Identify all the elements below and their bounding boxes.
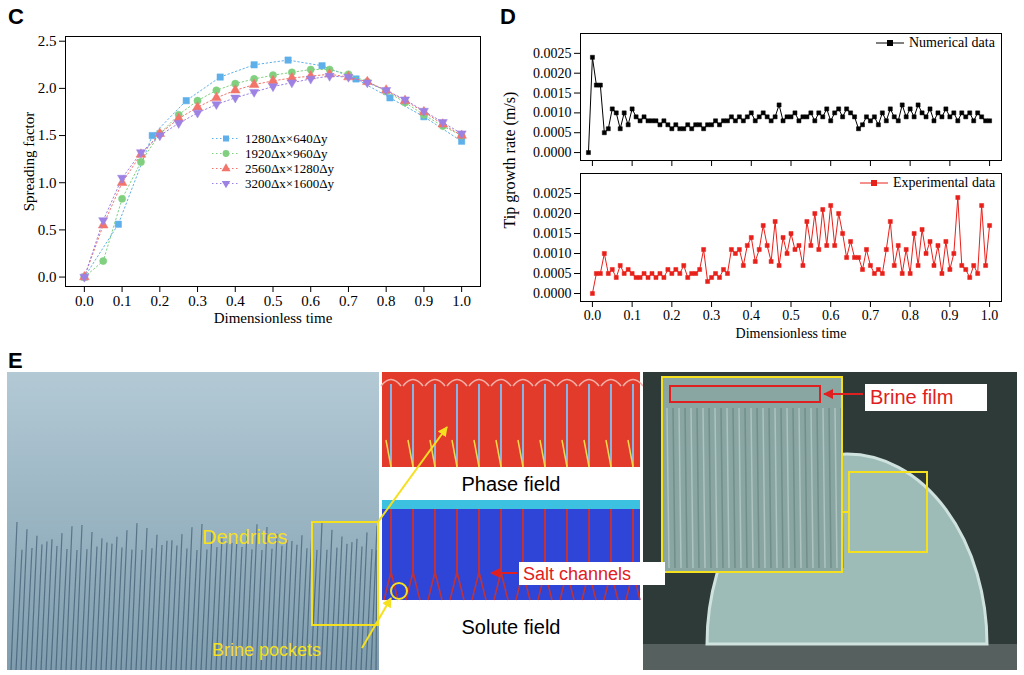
svg-text:0.4: 0.4 [743, 308, 761, 323]
svg-text:1.0: 1.0 [38, 175, 57, 191]
svg-text:0.0015: 0.0015 [533, 86, 572, 101]
svg-text:0.7: 0.7 [862, 308, 880, 323]
svg-text:0.0025: 0.0025 [533, 46, 572, 61]
html-text:C: C [8, 4, 24, 29]
svg-text:0.9: 0.9 [415, 293, 434, 309]
svg-text:Dimensionless time: Dimensionless time [214, 310, 333, 326]
html-text:1920Δx×960Δy: 1920Δx×960Δy [245, 146, 328, 161]
svg-text:0.0: 0.0 [75, 293, 94, 309]
svg-text:Brine film: Brine film [870, 386, 953, 408]
svg-text:0.0000: 0.0000 [533, 286, 572, 301]
svg-text:0.6: 0.6 [301, 293, 320, 309]
svg-text:0.0025: 0.0025 [533, 186, 572, 201]
svg-text:2.5: 2.5 [38, 33, 57, 49]
svg-text:0.7: 0.7 [339, 293, 358, 309]
html-text:Experimental data: Experimental data [893, 175, 996, 190]
svg-text:0.0: 0.0 [38, 269, 57, 285]
svg-text:0.3: 0.3 [188, 293, 207, 309]
svg-text:Spreading factor: Spreading factor [21, 112, 37, 212]
svg-text:0.5: 0.5 [38, 222, 57, 238]
svg-text:0.2: 0.2 [150, 293, 169, 309]
svg-text:Dimensionless time: Dimensionless time [736, 326, 847, 341]
svg-text:0.0000: 0.0000 [533, 145, 572, 160]
svg-text:0.0015: 0.0015 [533, 226, 572, 241]
svg-text:1.0: 1.0 [981, 308, 999, 323]
svg-text:0.4: 0.4 [226, 293, 245, 309]
svg-text:0.5: 0.5 [782, 308, 800, 323]
html-text:Tip growth rate (m/s): Tip growth rate (m/s) [501, 91, 518, 229]
svg-text:0.6: 0.6 [822, 308, 840, 323]
svg-text:0.0020: 0.0020 [533, 66, 572, 81]
svg-text:0.0020: 0.0020 [533, 206, 572, 221]
svg-text:0.1: 0.1 [623, 308, 641, 323]
svg-text:Salt channels: Salt channels [523, 564, 631, 584]
svg-text:0.0005: 0.0005 [533, 125, 572, 140]
html-text:1280Δx×640Δy: 1280Δx×640Δy [245, 131, 328, 146]
html-text:3200Δx×1600Δy: 3200Δx×1600Δy [245, 176, 335, 191]
svg-text:2.0: 2.0 [38, 80, 57, 96]
svg-text:0.2: 0.2 [663, 308, 681, 323]
svg-text:0.3: 0.3 [703, 308, 721, 323]
svg-text:0.0010: 0.0010 [533, 246, 572, 261]
svg-text:0.0: 0.0 [584, 308, 602, 323]
svg-text:0.0005: 0.0005 [533, 266, 572, 281]
svg-text:1.5: 1.5 [38, 127, 57, 143]
svg-text:0.9: 0.9 [941, 308, 959, 323]
svg-text:Brine pockets: Brine pockets [212, 640, 321, 660]
html-text:Numerical data: Numerical data [909, 35, 995, 50]
svg-text:1.0: 1.0 [452, 293, 471, 309]
svg-text:Solute field: Solute field [462, 616, 561, 638]
svg-text:0.1: 0.1 [113, 293, 132, 309]
svg-text:0.8: 0.8 [901, 308, 919, 323]
svg-text:0.8: 0.8 [377, 293, 396, 309]
html-text:2560Δx×1280Δy: 2560Δx×1280Δy [245, 161, 335, 176]
svg-text:Dendrites: Dendrites [202, 526, 288, 548]
html-text:D: D [500, 4, 516, 29]
svg-text:0.0010: 0.0010 [533, 105, 572, 120]
svg-text:0.5: 0.5 [264, 293, 283, 309]
html-text:E: E [8, 348, 23, 373]
svg-text:Phase field: Phase field [462, 473, 561, 495]
